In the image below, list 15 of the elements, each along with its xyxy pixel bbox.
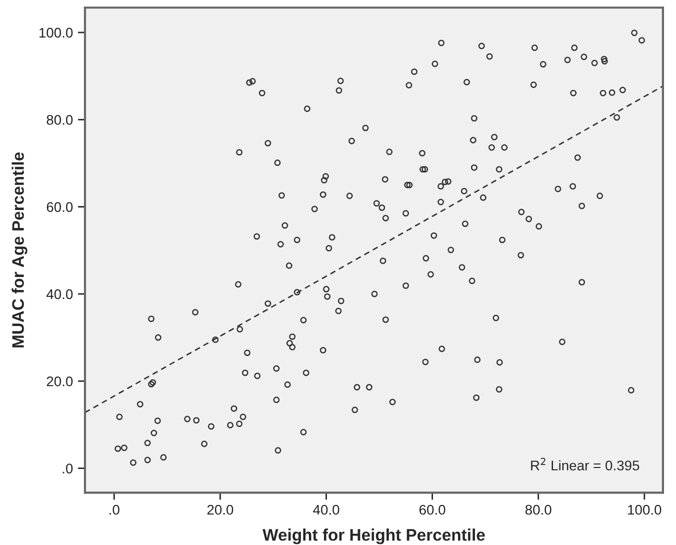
y-tick-label: 80.0: [46, 114, 73, 125]
y-tick-label: 60.0: [46, 202, 73, 212]
x-tick-label: 60.0: [419, 504, 446, 515]
y-tick-label: 100.0: [39, 28, 73, 38]
y-tick-label: .0: [62, 464, 73, 474]
x-tick-label: 80.0: [525, 504, 552, 515]
y-axis-title: MUAC for Age Percentile: [12, 152, 28, 348]
x-tick-label: .0: [110, 504, 120, 515]
y-tick-label: 20.0: [46, 376, 73, 386]
y-tick-label: 40.0: [46, 289, 73, 300]
x-tick-label: 100.0: [628, 504, 662, 515]
x-tick-label: 40.0: [313, 504, 340, 515]
x-axis-title: Weight for Height Percentile: [262, 528, 485, 544]
annotation: R$^{2}$ Linear = 0.395: [531, 458, 640, 470]
x-tick-label: 20.0: [207, 504, 234, 515]
